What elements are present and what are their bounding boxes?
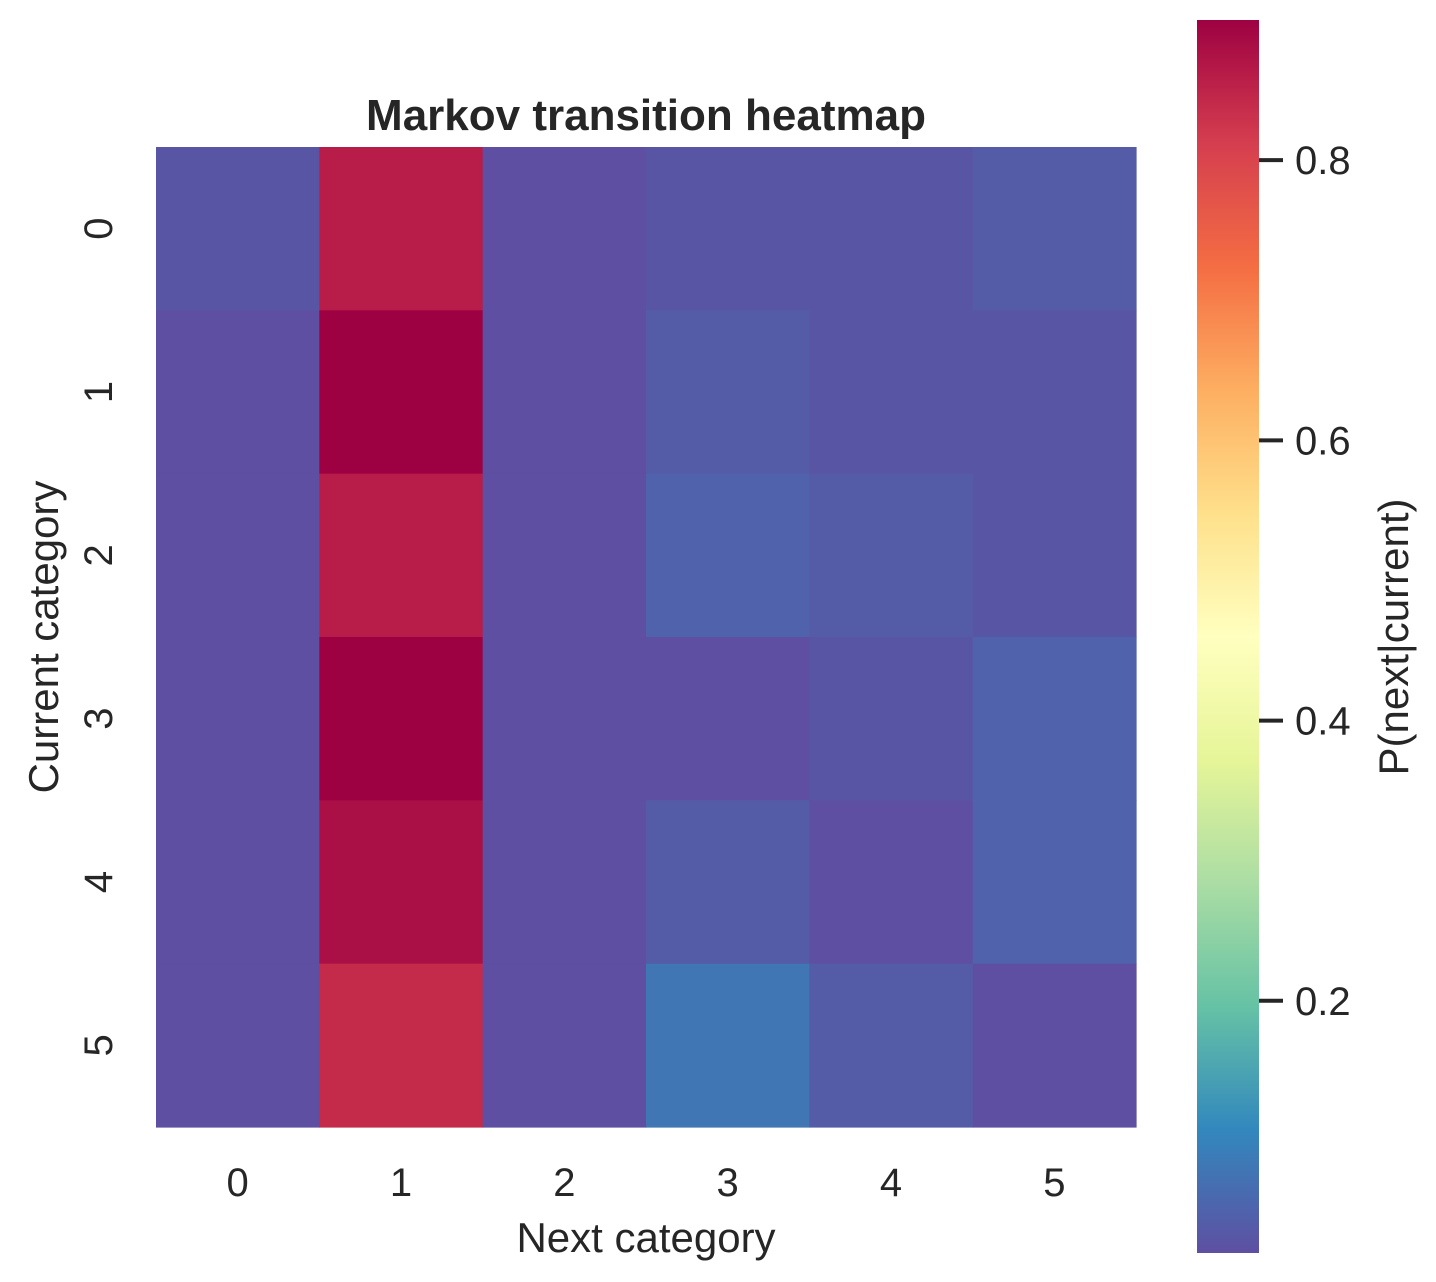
heatmap-cells <box>156 147 1137 1128</box>
x-tick-label: 5 <box>1043 1161 1065 1205</box>
heatmap-cell-r5-c4 <box>809 963 974 1128</box>
heatmap-cell-r5-c1 <box>319 963 484 1128</box>
y-tick-label: 5 <box>77 1034 121 1056</box>
heatmap-cell-r3-c2 <box>482 637 647 801</box>
y-axis-label: Current category <box>20 481 67 794</box>
x-tick-label: 2 <box>553 1161 575 1205</box>
colorbar-ticks: 0.2 0.4 0.6 0.8 <box>1259 139 1351 1024</box>
heatmap-cell-r1-c3 <box>646 310 810 475</box>
x-tick-label: 1 <box>390 1161 412 1205</box>
heatmap-cell-r0-c2 <box>482 147 647 311</box>
heatmap-cell-r4-c4 <box>809 800 974 965</box>
heatmap-cell-r4-c3 <box>646 800 810 965</box>
heatmap-cell-r2-c1 <box>319 473 484 638</box>
heatmap-cell-r1-c2 <box>482 310 647 475</box>
heatmap-cell-r3-c5 <box>972 637 1137 801</box>
x-tick-label: 0 <box>227 1161 249 1205</box>
y-tick-label: 0 <box>77 218 121 240</box>
heatmap-cell-r0-c4 <box>809 147 974 311</box>
y-tick-label: 3 <box>77 708 121 730</box>
x-tick-labels: 0 1 2 3 4 5 <box>227 1161 1066 1205</box>
colorbar <box>1197 20 1259 1253</box>
x-tick-label: 4 <box>880 1161 902 1205</box>
x-tick-label: 3 <box>717 1161 739 1205</box>
heatmap-cell-r4-c0 <box>156 800 320 965</box>
heatmap-cell-r2-c0 <box>156 473 320 638</box>
colorbar-tick-label: 0.6 <box>1295 419 1351 463</box>
heatmap-cell-r0-c5 <box>972 147 1137 311</box>
heatmap-cell-r0-c1 <box>319 147 484 311</box>
colorbar-tick-label: 0.2 <box>1295 980 1351 1024</box>
heatmap-cell-r4-c5 <box>972 800 1137 965</box>
y-tick-label: 4 <box>77 871 121 893</box>
y-tick-labels: 0 1 2 3 4 5 <box>77 218 121 1057</box>
heatmap-cell-r3-c4 <box>809 637 974 801</box>
heatmap-cell-r3-c1 <box>319 637 484 801</box>
heatmap-cell-r1-c5 <box>972 310 1137 475</box>
heatmap-cell-r4-c2 <box>482 800 647 965</box>
heatmap-cell-r5-c3 <box>646 963 810 1128</box>
heatmap-cell-r0-c0 <box>156 147 320 311</box>
heatmap-cell-r5-c0 <box>156 963 320 1128</box>
colorbar-tick-label: 0.8 <box>1295 139 1351 183</box>
heatmap-cell-r0-c3 <box>646 147 810 311</box>
heatmap-cell-r2-c2 <box>482 473 647 638</box>
heatmap-cell-r4-c1 <box>319 800 484 965</box>
heatmap-cell-r1-c4 <box>809 310 974 475</box>
heatmap-cell-r3-c0 <box>156 637 320 801</box>
heatmap-cell-r1-c1 <box>319 310 484 475</box>
heatmap-cell-r2-c4 <box>809 473 974 638</box>
heatmap-cell-r5-c2 <box>482 963 647 1128</box>
heatmap-cell-r2-c5 <box>972 473 1137 638</box>
heatmap-cell-r3-c3 <box>646 637 810 801</box>
y-tick-label: 2 <box>77 544 121 566</box>
heatmap-cell-r1-c0 <box>156 310 320 475</box>
colorbar-tick-label: 0.4 <box>1295 700 1351 744</box>
colorbar-label: P(next|current) <box>1370 499 1417 776</box>
chart-title: Markov transition heatmap <box>366 91 926 140</box>
heatmap-cell-r2-c3 <box>646 473 810 638</box>
y-tick-label: 1 <box>77 381 121 403</box>
heatmap-cell-r5-c5 <box>972 963 1137 1128</box>
x-axis-label: Next category <box>516 1214 775 1261</box>
